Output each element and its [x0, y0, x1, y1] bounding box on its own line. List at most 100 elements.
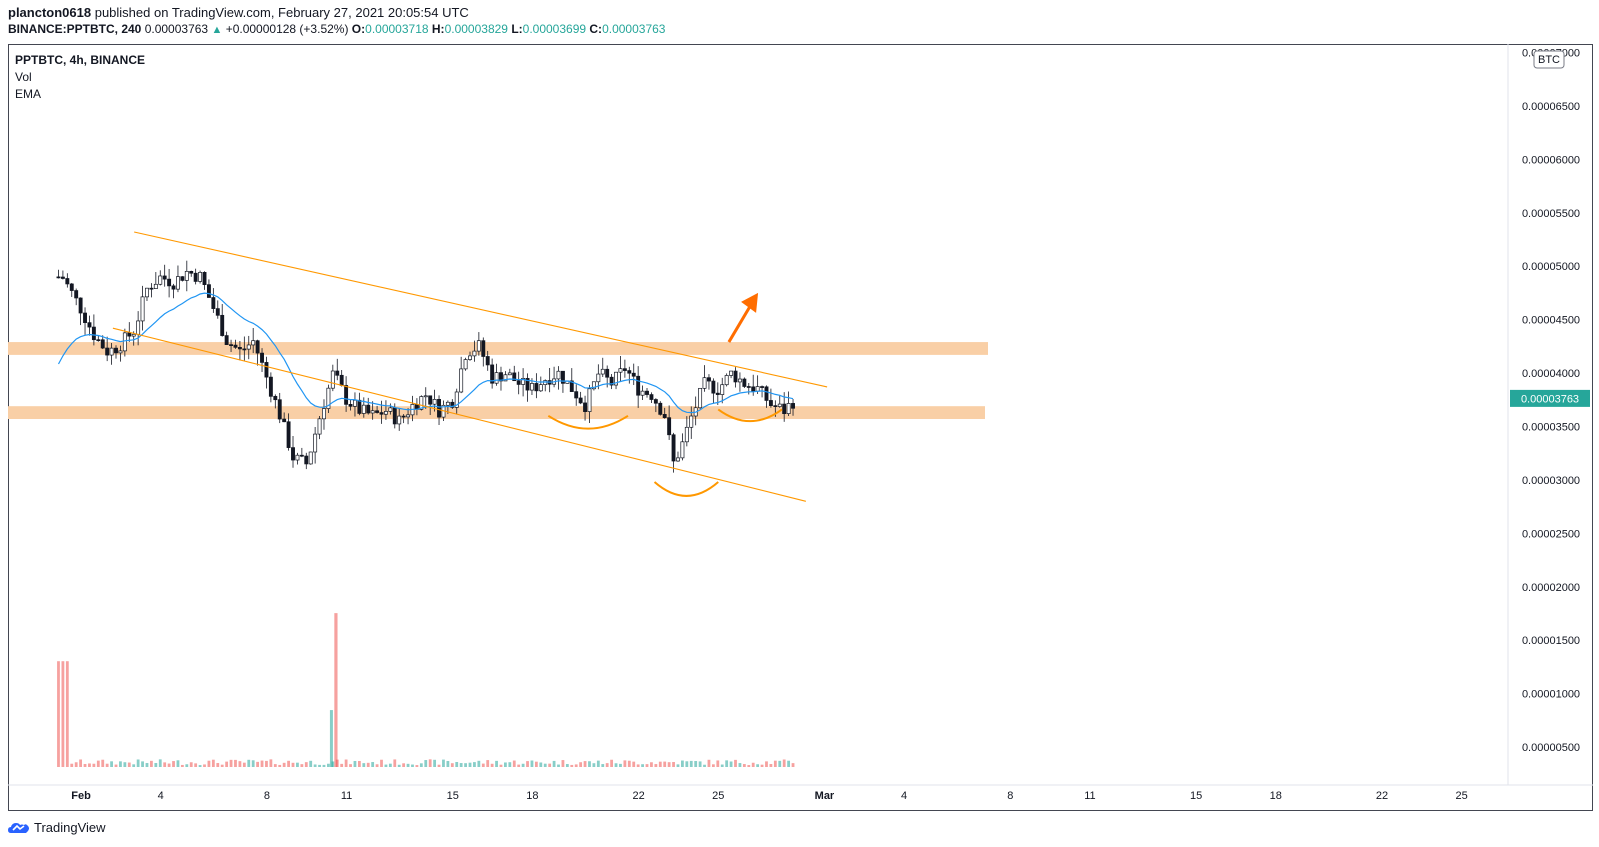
- volume-bar: [565, 764, 569, 767]
- volume-bar: [141, 761, 144, 767]
- volume-bar: [486, 760, 490, 767]
- candle-body: [432, 399, 437, 405]
- candle-body: [60, 276, 65, 279]
- volume-bar: [114, 764, 118, 767]
- candle-body: [534, 383, 539, 392]
- tradingview-brand[interactable]: TradingView: [8, 820, 106, 835]
- volume-bar: [725, 760, 729, 767]
- candle-body: [786, 403, 791, 414]
- drawings: [112, 231, 828, 502]
- volume-bar: [751, 762, 755, 767]
- volume-bar: [446, 760, 450, 767]
- volume-bar: [676, 764, 680, 767]
- volume-bar: [614, 763, 618, 767]
- price-tick-label: 0.00004500: [1522, 315, 1580, 327]
- candle-body: [388, 407, 393, 412]
- legend-vol[interactable]: Vol: [15, 70, 32, 84]
- volume-bar: [561, 760, 565, 767]
- volume-bar: [194, 763, 198, 767]
- currency-badge[interactable]: BTC: [1533, 50, 1565, 69]
- candle-body: [419, 396, 424, 410]
- candle-body: [658, 402, 663, 415]
- volume-bar: [760, 764, 764, 767]
- pattern-arc: [547, 414, 629, 430]
- candle-body: [140, 296, 145, 322]
- candle-body: [180, 276, 185, 281]
- chart-frame[interactable]: [8, 44, 1593, 811]
- volume-bar: [645, 764, 649, 767]
- volume-bar: [459, 763, 463, 767]
- volume-bar: [689, 760, 693, 767]
- price-tick-label: 0.00001500: [1522, 635, 1580, 647]
- legend-title[interactable]: PPTBTC, 4h, BINANCE: [15, 53, 146, 67]
- candle-body: [74, 290, 79, 299]
- candle-body: [720, 384, 725, 395]
- volume-bar: [362, 763, 366, 767]
- candle-body: [662, 414, 667, 419]
- time-tick-label: 18: [526, 790, 538, 802]
- author-name[interactable]: plancton0618: [8, 5, 92, 20]
- time-tick-label: 11: [341, 790, 352, 802]
- volume-bar: [579, 762, 583, 767]
- candle-body: [516, 380, 521, 385]
- time-tick-label: 8: [1007, 790, 1013, 802]
- volume-bar: [150, 760, 153, 767]
- candle-body: [485, 356, 490, 366]
- candle-body: [357, 399, 362, 414]
- volume-bar: [601, 764, 605, 767]
- candle-body: [255, 340, 260, 354]
- candle-body: [428, 395, 433, 405]
- candle-body: [233, 344, 238, 348]
- candle-body: [724, 375, 729, 386]
- volume-bar: [517, 764, 521, 767]
- ohlc-header: BINANCE:PPTBTC, 240 0.00003763 ▲ +0.0000…: [8, 22, 665, 36]
- volume-bar: [216, 763, 220, 767]
- candle-body: [768, 400, 773, 406]
- candle-body: [715, 392, 720, 395]
- volume-bar: [384, 764, 388, 767]
- price-tick-label: 0.00001000: [1522, 689, 1580, 701]
- candle-body: [326, 387, 331, 409]
- candle-body: [167, 278, 172, 287]
- volume-bar: [291, 762, 295, 767]
- volume-bar: [96, 760, 100, 767]
- volume-bar: [247, 759, 251, 767]
- candle-body: [578, 397, 583, 404]
- volume-bar: [393, 759, 397, 767]
- candle-body: [114, 347, 118, 354]
- candle-body: [246, 344, 251, 350]
- volume-bar: [158, 759, 162, 767]
- volume-bar: [309, 760, 313, 767]
- volume-bar: [287, 760, 290, 767]
- candle-body: [211, 297, 216, 309]
- candle-body: [339, 374, 344, 386]
- candle-body: [149, 287, 154, 290]
- volume-bar: [588, 761, 591, 767]
- candle-body: [689, 415, 694, 428]
- candle-body: [295, 454, 300, 461]
- candle-body: [711, 380, 716, 394]
- price-change: +0.00000128 (+3.52%): [225, 22, 349, 36]
- volume-bar: [242, 762, 246, 767]
- volume-bar: [539, 762, 543, 767]
- candle-body: [499, 372, 503, 382]
- candle-body: [671, 434, 676, 462]
- price-zone: [8, 406, 985, 420]
- legend-ema[interactable]: EMA: [15, 87, 42, 101]
- last-price: 0.00003763: [144, 22, 209, 36]
- volume-bar: [711, 764, 715, 767]
- volume-bar: [357, 760, 361, 767]
- volume-bar: [583, 761, 587, 767]
- candle-body: [445, 401, 450, 406]
- candle-body: [122, 332, 127, 352]
- candle-body: [782, 403, 787, 414]
- volume-bar: [229, 759, 233, 767]
- close-value: 0.00003763: [602, 22, 666, 36]
- volume-bar: [641, 764, 644, 767]
- volume-bar: [596, 760, 600, 767]
- candle-body: [476, 340, 481, 352]
- volume-bar: [548, 763, 552, 767]
- candle-body: [291, 447, 295, 461]
- volume-bar: [782, 759, 786, 767]
